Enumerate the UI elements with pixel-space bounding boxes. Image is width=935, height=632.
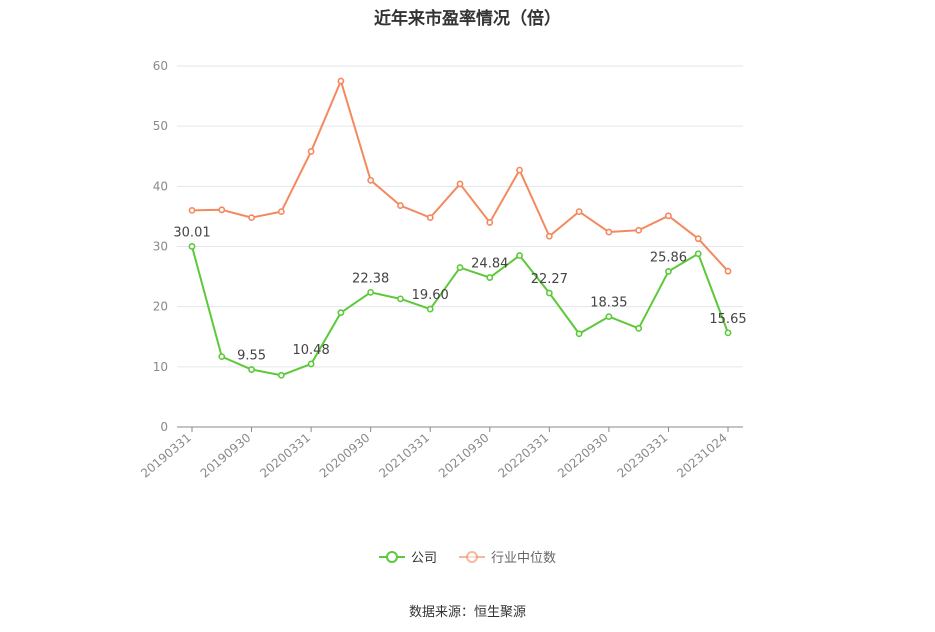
data-point <box>694 235 702 243</box>
data-label: 22.27 <box>531 272 568 287</box>
y-tick-label: 10 <box>153 360 168 374</box>
data-point <box>545 289 553 297</box>
data-point <box>218 206 226 214</box>
data-point <box>486 219 494 226</box>
legend-item-company[interactable]: 公司 <box>378 547 437 566</box>
x-tick-label: 20231024 <box>674 431 730 481</box>
data-point <box>665 268 672 275</box>
series-line <box>191 80 729 272</box>
x-tick-label: 20220930 <box>555 431 611 481</box>
x-tick-label: 20220331 <box>495 431 551 481</box>
x-tick-label: 20230331 <box>615 431 671 481</box>
data-point <box>188 206 196 214</box>
data-point <box>665 212 672 220</box>
data-point <box>307 360 315 368</box>
data-point <box>367 288 375 296</box>
data-label: 22.38 <box>352 271 389 286</box>
x-tick-label: 20190930 <box>198 431 254 481</box>
legend-label-company: 公司 <box>410 551 437 566</box>
data-point <box>277 371 285 379</box>
data-point <box>248 366 255 373</box>
data-point <box>694 250 702 258</box>
x-tick-label: 20210930 <box>436 431 492 481</box>
y-tick-label: 40 <box>153 179 168 193</box>
data-point <box>456 180 464 188</box>
data-point <box>605 313 613 320</box>
data-point <box>456 264 464 271</box>
data-point <box>724 267 732 275</box>
y-tick-label: 0 <box>160 420 168 434</box>
data-label: 18.35 <box>590 296 627 311</box>
data-point <box>516 166 523 174</box>
data-point <box>724 329 732 337</box>
data-point <box>426 305 434 313</box>
data-point <box>575 330 583 338</box>
data-point <box>635 226 643 234</box>
data-point <box>426 214 434 222</box>
x-tick-label: 20200331 <box>257 431 313 481</box>
data-point <box>218 353 226 361</box>
y-tick-label: 30 <box>153 240 168 254</box>
legend-swatch-company <box>378 550 405 563</box>
data-point <box>307 148 315 155</box>
data-point <box>516 252 523 259</box>
chart-legend: 公司 行业中位数 <box>0 547 935 566</box>
data-point <box>248 214 255 222</box>
x-tick-label: 20200930 <box>317 431 373 481</box>
x-tick-label: 20190331 <box>138 431 194 481</box>
data-point <box>277 208 285 216</box>
data-point <box>337 77 345 85</box>
data-label: 15.65 <box>709 312 746 327</box>
x-tick-label: 20210331 <box>376 431 432 481</box>
data-point <box>397 202 404 209</box>
data-point <box>337 309 345 317</box>
data-label: 10.48 <box>293 343 330 358</box>
data-label: 30.01 <box>173 225 210 240</box>
data-label: 19.60 <box>412 288 449 303</box>
data-point <box>575 208 583 216</box>
legend-item-industry-median[interactable]: 行业中位数 <box>459 547 556 566</box>
data-label: 24.84 <box>471 257 508 272</box>
legend-swatch-industry-median <box>459 550 485 563</box>
data-point <box>635 324 643 332</box>
y-tick-label: 60 <box>153 59 168 73</box>
data-point <box>486 274 494 281</box>
data-point <box>367 176 375 184</box>
data-label: 25.86 <box>650 250 687 265</box>
chart-title: 近年来市盈率情况（倍） <box>374 9 561 29</box>
data-point <box>397 295 404 303</box>
data-point <box>545 232 553 240</box>
y-tick-label: 20 <box>153 300 168 314</box>
source-note: 数据来源：恒生聚源 <box>408 605 526 620</box>
legend-label-industry-median: 行业中位数 <box>491 551 557 566</box>
y-tick-label: 50 <box>153 119 168 133</box>
data-point <box>188 243 196 250</box>
data-point <box>605 228 613 236</box>
data-label: 9.55 <box>237 349 266 364</box>
